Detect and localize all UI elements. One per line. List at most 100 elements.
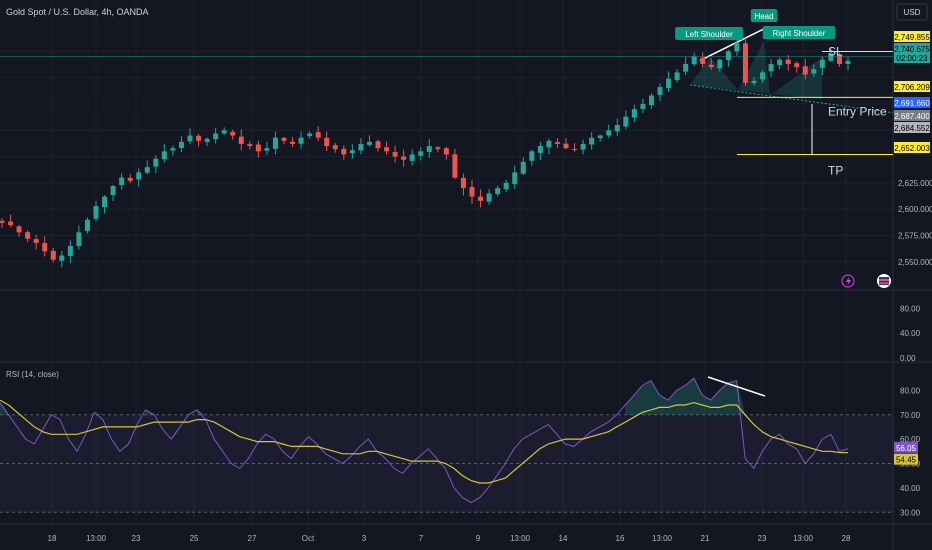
price-label: 2,687.400 [894,110,930,121]
candle-body [315,132,321,138]
candle [435,146,441,153]
price-axis-labels: 2,749.8552,740.67502:00:232,706.2092,691… [894,31,930,153]
candle-body [221,130,227,134]
price-label: 2,652.003 [894,142,930,153]
price-label: 2,691.660 [894,97,930,108]
candle [50,247,56,263]
candle-body [495,188,501,195]
candle-body [392,152,398,157]
candle [495,185,501,197]
candle-body [204,138,210,142]
candle [469,180,475,204]
currency-button[interactable]: USD [896,3,928,21]
price-tick-label: 2,600.000 [898,205,932,214]
candle [845,56,851,71]
candle [700,52,706,68]
candle-body [349,150,355,154]
candle [93,200,99,222]
candle-body [42,243,48,252]
candle [221,127,227,135]
candle [486,189,492,205]
time-tick-label: 18 [48,534,57,543]
rsi-divergence-line[interactable] [707,376,766,397]
candle [298,131,304,149]
candle [76,225,82,250]
time-tick-label: 23 [758,534,767,543]
price-axis[interactable]: 2,550.000 2,575.000 2,600.000 2,625.000 [898,179,932,267]
candle-body [597,135,603,139]
sl-text: SL [828,44,843,58]
candle [418,147,424,161]
middle-axis: 0.00 40.00 80.00 [900,304,921,363]
time-tick-label: 13:00 [652,534,673,543]
candlestick-series[interactable] [0,36,851,268]
candle-body [409,154,415,161]
rsi-title: RSI (14, close) [6,370,59,379]
candle [460,173,466,196]
candle-body [802,66,808,75]
candle [238,129,244,151]
time-tick-label: 16 [616,534,625,543]
candle-body [777,59,783,66]
candle [272,131,278,155]
candle [349,144,355,159]
candle-body [572,148,578,150]
time-tick-label: 25 [190,534,199,543]
candle [401,149,407,167]
time-tick-label: 13:00 [86,534,107,543]
candle [563,138,569,150]
price-label-text: 2,749.855 [894,33,930,42]
candle-body [478,196,484,201]
candle-body [213,133,219,140]
rsi-panel[interactable]: RSI (14, close) [0,370,893,513]
rsi-value-text: 56.05 [896,444,917,453]
candle-body [529,151,535,161]
candle [760,70,766,83]
candle [136,168,142,187]
time-tick-label: Oct [302,534,315,543]
time-tick-label: 13:00 [510,534,531,543]
time-tick-label: 9 [476,534,481,543]
candle [84,217,90,234]
candle-body [683,63,689,72]
candle [0,218,5,228]
candle-body [170,148,176,151]
candle [836,52,842,67]
candle [384,141,390,155]
candle-body [503,182,509,190]
price-label-bg [894,97,930,108]
price-tick-label: 2,575.000 [898,232,932,241]
candle [392,145,398,163]
candle-body [25,232,31,239]
head-shoulders-pattern[interactable] [689,28,894,114]
candle [332,142,338,153]
candle [161,143,167,163]
candle [674,69,680,83]
candle [554,138,560,149]
candle-body [375,141,381,149]
candle-body [606,130,612,136]
flag-event-icon[interactable] [877,274,891,288]
candle [742,37,748,87]
rsi-ma-line[interactable] [0,399,849,484]
rsi-line[interactable] [0,377,849,504]
rsi-value-bg [894,441,918,453]
candle [811,64,817,77]
entry-price-text: Entry Price [828,104,887,118]
candle-body [580,143,586,150]
price-label-text: 2,740.675 [894,45,930,54]
candle [640,98,646,114]
countdown-text: 02:00:23 [896,54,928,63]
candle-body [563,143,569,149]
candle-body [426,146,432,152]
time-tick-label: 7 [419,534,424,543]
lightning-event-icon[interactable] [841,274,855,288]
candle [264,141,270,156]
candle-body [631,109,637,118]
price-label-bg [894,122,930,133]
candle [572,143,578,152]
candle [290,137,296,148]
time-axis[interactable]: 18 13:00 23 25 27 Oct 3 7 9 13:00 14 16 13:00 21 23 13:… [48,534,851,543]
